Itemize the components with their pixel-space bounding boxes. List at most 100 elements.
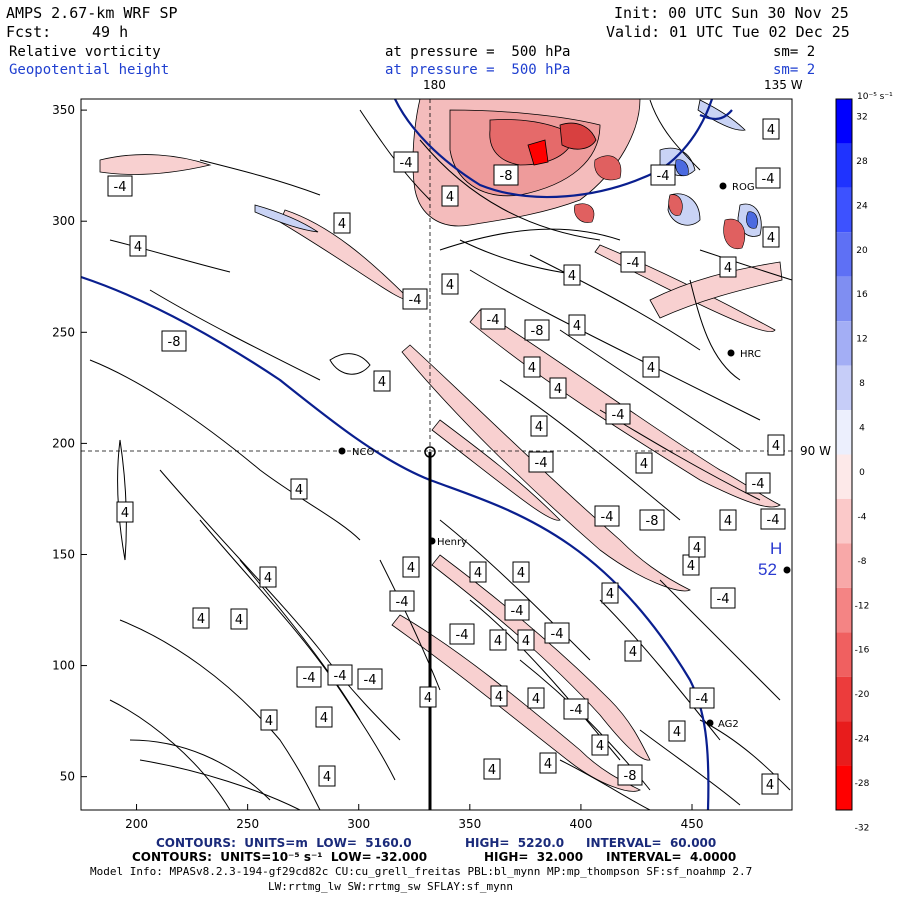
model-info: Model Info: MPASv8.2.3-194-gf29cd82c CU:… bbox=[90, 865, 753, 878]
contour-label: 4 bbox=[116, 501, 134, 523]
colorbar-swatch bbox=[836, 632, 852, 677]
svg-text:-4: -4 bbox=[762, 172, 775, 187]
meridian-180-label: 180 bbox=[423, 78, 446, 92]
svg-text:-4: -4 bbox=[456, 628, 469, 643]
contour-label: 4 bbox=[441, 185, 459, 207]
contour-label: 4 bbox=[563, 264, 581, 286]
field2-name: Geopotential height bbox=[9, 62, 170, 78]
colorbar-label: -24 bbox=[855, 735, 870, 745]
colorbar-label: 12 bbox=[856, 335, 867, 345]
svg-text:4: 4 bbox=[517, 566, 525, 581]
vorticity-contour-info-b: HIGH= 32.000 bbox=[484, 850, 584, 864]
contour-label: 4 bbox=[549, 377, 567, 399]
svg-text:4: 4 bbox=[573, 319, 581, 334]
svg-text:-4: -4 bbox=[114, 180, 127, 195]
colorbar-label: -8 bbox=[858, 557, 867, 567]
contour-label: -8 bbox=[524, 319, 550, 341]
svg-text:4: 4 bbox=[606, 587, 614, 602]
svg-text:-4: -4 bbox=[657, 169, 670, 184]
init-time: Init: 00 UTC Sun 30 Nov 25 bbox=[614, 4, 849, 22]
y-tick-label: 150 bbox=[52, 547, 75, 561]
svg-text:4: 4 bbox=[673, 725, 681, 740]
contour-label: 4 bbox=[402, 556, 420, 578]
colorbar-swatch bbox=[836, 410, 852, 455]
contour-label: 4 bbox=[688, 536, 706, 558]
svg-text:-4: -4 bbox=[400, 156, 413, 171]
colorbar-swatch bbox=[836, 321, 852, 366]
height-contour-info-c: INTERVAL= 60.000 bbox=[586, 836, 717, 850]
station-hrc: HRC bbox=[727, 349, 761, 360]
contour-label: 4 bbox=[315, 706, 333, 728]
svg-text:4: 4 bbox=[767, 231, 775, 246]
contour-label: 4 bbox=[517, 629, 535, 651]
svg-text:4: 4 bbox=[495, 690, 503, 705]
svg-text:-8: -8 bbox=[531, 324, 544, 339]
contour-label: -4 bbox=[107, 175, 133, 197]
contour-label: 4 bbox=[441, 273, 459, 295]
svg-text:4: 4 bbox=[596, 739, 604, 754]
svg-text:4: 4 bbox=[424, 691, 432, 706]
svg-text:4: 4 bbox=[568, 269, 576, 284]
station-label: Henry bbox=[437, 537, 467, 548]
colorbar-unit: 10⁻⁵ s⁻¹ bbox=[857, 92, 893, 102]
station-ag2: AG2 bbox=[706, 719, 739, 730]
contour-label: 4 bbox=[523, 356, 541, 378]
contour-label: 4 bbox=[682, 554, 700, 576]
svg-text:4: 4 bbox=[693, 541, 701, 556]
cross-section-start-marker bbox=[424, 446, 436, 458]
contour-label: 4 bbox=[761, 773, 779, 795]
colorbar-frame bbox=[835, 98, 853, 811]
contour-label: 4 bbox=[483, 758, 501, 780]
contour-label: 4 bbox=[591, 734, 609, 756]
contour-label: -4 bbox=[296, 666, 322, 688]
valid-time: Valid: 01 UTC Tue 02 Dec 25 bbox=[606, 23, 850, 41]
svg-text:4: 4 bbox=[235, 613, 243, 628]
forecast-hour: 49 h bbox=[92, 23, 129, 41]
contour-label: -4 bbox=[480, 308, 506, 330]
colorbar-swatch bbox=[836, 543, 852, 588]
contour-label: 4 bbox=[419, 686, 437, 708]
forecast-label: Fcst: bbox=[6, 23, 52, 41]
contour-label: 4 bbox=[762, 118, 780, 140]
svg-text:-4: -4 bbox=[334, 669, 347, 684]
height-contour-info-a: CONTOURS: UNITS=m LOW= 5160.0 bbox=[156, 836, 412, 850]
svg-text:4: 4 bbox=[544, 757, 552, 772]
svg-text:4: 4 bbox=[134, 240, 142, 255]
svg-text:4: 4 bbox=[522, 634, 530, 649]
contour-label: 4 bbox=[642, 356, 660, 378]
contour-label: 4 bbox=[373, 370, 391, 392]
contour-label: 4 bbox=[230, 608, 248, 630]
contour-label: 4 bbox=[624, 640, 642, 662]
station-nco: NCO bbox=[338, 447, 374, 458]
svg-text:-4: -4 bbox=[303, 671, 316, 686]
high-marker-dot bbox=[783, 566, 791, 574]
station-dot bbox=[727, 349, 735, 357]
meridian-135w-label: 135 W bbox=[764, 78, 803, 92]
colorbar-label: 16 bbox=[856, 290, 868, 300]
contour-label: -4 bbox=[594, 505, 620, 527]
station-dot bbox=[719, 182, 727, 190]
vorticity-contour-info-a: CONTOURS: UNITS=10⁻⁵ s⁻¹ LOW= -32.000 bbox=[132, 850, 428, 864]
contour-label: -4 bbox=[760, 508, 786, 530]
svg-text:-4: -4 bbox=[696, 692, 709, 707]
height-contour-info-b: HIGH= 5220.0 bbox=[465, 836, 565, 850]
svg-text:4: 4 bbox=[772, 439, 780, 454]
svg-text:4: 4 bbox=[687, 559, 695, 574]
y-tick-label: 350 bbox=[52, 103, 75, 117]
y-tick-label: 200 bbox=[52, 436, 75, 450]
colorbar-label: 24 bbox=[856, 201, 868, 211]
contour-label: -4 bbox=[393, 151, 419, 173]
contour-label: 4 bbox=[469, 561, 487, 583]
contour-label: 4 bbox=[719, 509, 737, 531]
svg-text:4: 4 bbox=[724, 514, 732, 529]
colorbar-swatch bbox=[836, 187, 852, 233]
svg-text:4: 4 bbox=[338, 217, 346, 232]
colorbar-label: 28 bbox=[856, 157, 868, 167]
x-tick-label: 350 bbox=[458, 817, 481, 831]
x-axis: 200 250 300 350 400 450 bbox=[125, 804, 703, 831]
svg-text:-4: -4 bbox=[396, 595, 409, 610]
contour-label: 4 bbox=[719, 256, 737, 278]
contour-label: 4 bbox=[767, 434, 785, 456]
colorbar-label: -12 bbox=[855, 601, 870, 611]
